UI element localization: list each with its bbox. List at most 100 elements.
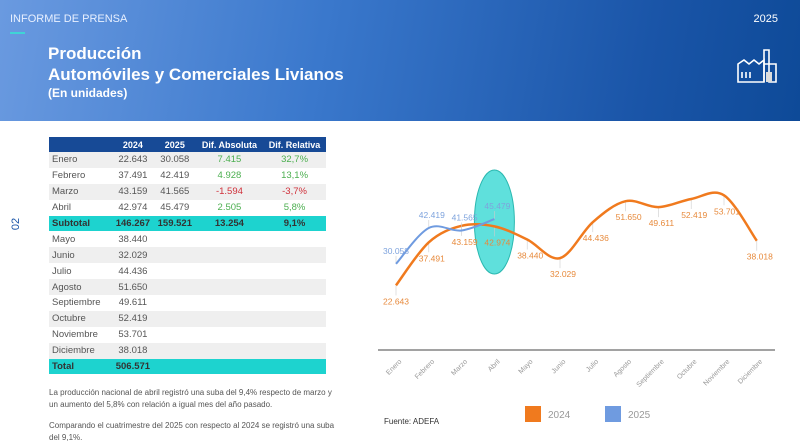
column-header: 2024 — [111, 137, 154, 152]
legend-swatch-2024 — [525, 406, 541, 422]
legend-label-2025: 2025 — [628, 410, 651, 421]
column-header — [49, 137, 112, 152]
table-cell — [195, 279, 264, 296]
table-cell: 13.254 — [195, 215, 264, 232]
note-paragraph-1: La producción nacional de abril registró… — [49, 388, 332, 409]
table-cell — [195, 342, 264, 359]
table-cell: 44.436 — [118, 265, 148, 277]
table-cell: Septiembre — [52, 297, 101, 309]
x-tick-label: Julio — [585, 358, 600, 373]
series-line-2024 — [395, 191, 758, 287]
table-cell: 52.419 — [111, 310, 154, 327]
table-cell — [195, 247, 264, 264]
table-cell: 38.018 — [111, 342, 154, 359]
kicker-underline — [10, 32, 25, 34]
table-cell — [153, 310, 196, 327]
table-row: Julio 44.436 — [49, 263, 326, 279]
table-cell: 32.029 — [111, 247, 154, 264]
table-cell: 41.565 — [153, 183, 196, 200]
data-label-2024: 32.029 — [550, 269, 576, 279]
table-cell — [153, 279, 196, 296]
x-tick-label: Agosto — [613, 358, 633, 378]
table-cell: Julio — [52, 265, 72, 277]
table-cell: Total — [49, 358, 112, 375]
report-kicker: INFORME DE PRENSA — [10, 13, 128, 25]
table-cell — [263, 342, 326, 359]
table-cell — [153, 342, 196, 359]
table-row: Total 506.571 — [49, 358, 326, 375]
table-cell — [195, 310, 264, 327]
table-cell: 45.479 — [160, 202, 190, 214]
table-cell: 37.491 — [118, 170, 148, 182]
table-cell: 22.643 — [111, 152, 154, 168]
column-header: Dif. Absoluta — [195, 137, 264, 152]
table-cell: 146.267 — [111, 215, 154, 232]
table-cell: Febrero — [52, 170, 86, 182]
header-banner: INFORME DE PRENSA 2025 Producción Automó… — [0, 0, 800, 121]
table-row: Subtotal 146.267 159.521 13.254 9,1% — [49, 215, 326, 232]
x-tick-label: Abril — [487, 358, 502, 373]
table-cell: 2.505 — [217, 202, 242, 214]
table-row: Septiembre 49.611 — [49, 295, 326, 311]
table-row: Febrero 37.491 42.419 4.928 13,1% — [49, 168, 326, 184]
data-label-2024: 38.018 — [747, 252, 773, 262]
page-title-line2: Automóviles y Comerciales Livianos — [48, 65, 344, 84]
column-header: 2025 — [153, 137, 196, 152]
data-label-2024: 49.611 — [649, 218, 675, 228]
table-cell: 30.058 — [153, 152, 196, 168]
legend-swatch-2025 — [605, 406, 621, 422]
table-cell: -1.594 — [195, 183, 264, 200]
x-tick-label: Diciembre — [737, 358, 764, 385]
table-cell: Subtotal — [49, 215, 112, 232]
table-cell — [263, 247, 326, 264]
column-header: Dif. Relativa — [263, 137, 326, 152]
table-cell: 53.701 — [118, 329, 148, 341]
data-label-2025: 45.479 — [484, 201, 510, 211]
table-cell: 7.415 — [195, 152, 264, 168]
table-row: Marzo 43.159 41.565 -1.594 -3,7% — [49, 183, 326, 200]
table-row: Mayo 38.440 — [49, 231, 326, 247]
table-row: Noviembre 53.701 — [49, 327, 326, 343]
table-cell: 38.440 — [118, 233, 148, 245]
table-cell: Diciembre — [49, 342, 112, 359]
table-cell — [263, 358, 326, 375]
series-line-2025 — [395, 218, 495, 265]
table-cell: 159.521 — [153, 215, 196, 232]
data-label-2025: 42.419 — [419, 210, 445, 220]
table-cell: Junio — [49, 247, 112, 264]
table-cell: Noviembre — [52, 329, 98, 341]
source-note: Fuente: ADEFA — [384, 417, 440, 426]
x-tick-label: Febrero — [414, 358, 436, 380]
data-label-2024: 42.974 — [484, 237, 510, 247]
x-tick-label: Marzo — [450, 358, 469, 377]
table-cell — [153, 358, 196, 375]
data-label-2024: 44.436 — [583, 233, 609, 243]
report-year: 2025 — [753, 13, 778, 25]
data-label-2024: 38.440 — [517, 251, 543, 261]
table-cell: 42.419 — [160, 170, 190, 182]
factory-icon — [737, 49, 777, 83]
data-label-2024: 53.701 — [714, 206, 740, 216]
table-cell — [263, 310, 326, 327]
legend-label-2024: 2024 — [548, 410, 571, 421]
table-cell: 43.159 — [111, 183, 154, 200]
table-cell: 9,1% — [263, 215, 326, 232]
page-title: Producción — [48, 44, 142, 63]
data-label-2024: 43.159 — [452, 237, 478, 247]
table-cell: Abril — [52, 202, 72, 214]
table-cell: 49.611 — [118, 297, 148, 309]
note-paragraph-2: Comparando el cuatrimestre del 2025 con … — [49, 421, 335, 442]
table-cell: Marzo — [49, 183, 112, 200]
table-cell: 5,8% — [283, 202, 306, 214]
data-label-2025: 30.058 — [383, 246, 409, 256]
table-row: Enero 22.643 30.058 7.415 32,7% — [49, 152, 326, 168]
x-tick-label: Octubre — [676, 358, 699, 381]
production-table: 2024 2025 Dif. Absoluta Dif. Relativa Enero… — [49, 137, 326, 375]
table-cell: Mayo — [52, 233, 76, 245]
x-tick-label: Mayo — [518, 358, 535, 375]
x-tick-label: Junio — [551, 358, 568, 375]
table-cell — [195, 358, 264, 375]
table-cell: 42.974 — [118, 202, 148, 214]
table-row: Abril 42.974 45.479 2.505 5,8% — [49, 200, 326, 216]
